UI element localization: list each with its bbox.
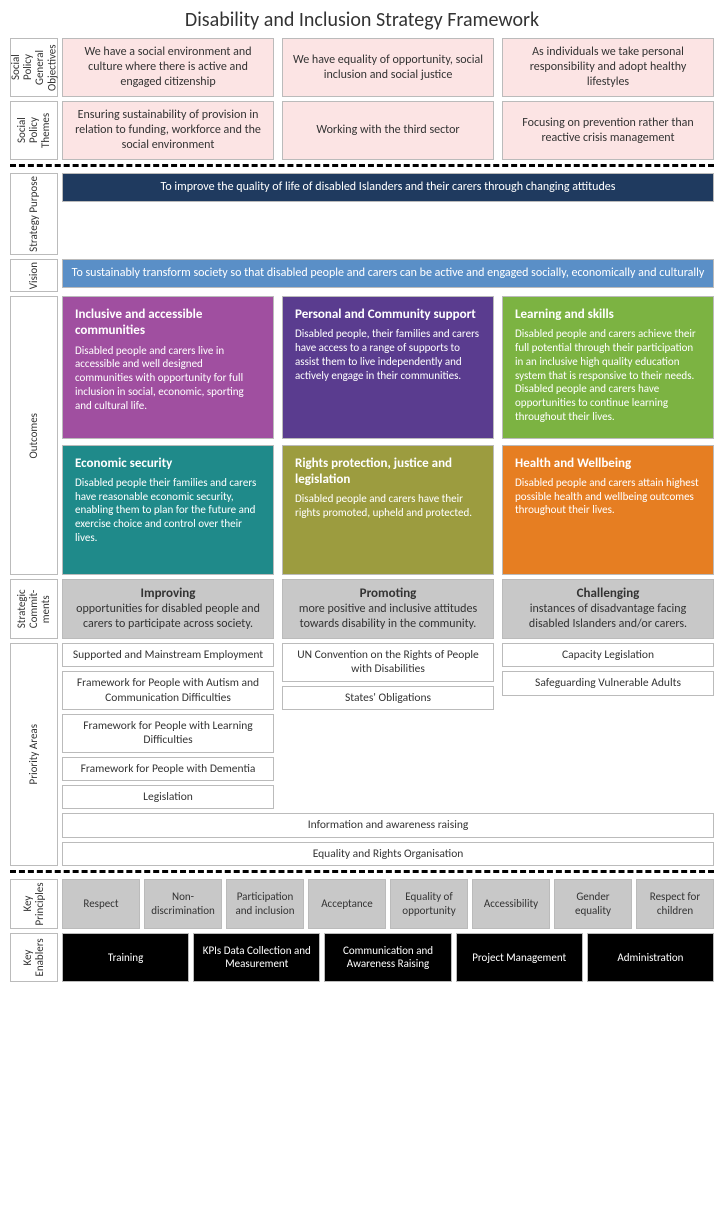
label-commitments: Strategic Commit-ments bbox=[10, 579, 58, 639]
pa-1-0: Supported and Mainstream Employment bbox=[62, 643, 274, 667]
label-vision: Vision bbox=[10, 259, 58, 292]
label-objectives: Social Policy General Objectives bbox=[10, 38, 58, 97]
objective-1: We have a social environment and culture… bbox=[62, 38, 274, 97]
ke-0: Training bbox=[62, 933, 189, 983]
pa-1-3: Framework for People with Dementia bbox=[62, 757, 274, 781]
label-enablers: Key Enablers bbox=[10, 933, 58, 983]
kp-5: Accessibility bbox=[472, 879, 550, 929]
divider-2 bbox=[10, 870, 714, 873]
outcome-2: Personal and Community supportDisabled p… bbox=[282, 296, 494, 439]
theme-3: Focusing on prevention rather than react… bbox=[502, 101, 714, 160]
commit-2: Promotingmore positive and inclusive att… bbox=[282, 579, 494, 639]
row-outcomes: Outcomes Inclusive and accessible commun… bbox=[10, 296, 714, 575]
kp-2: Participation and inclusion bbox=[226, 879, 304, 929]
kp-6: Gender equality bbox=[554, 879, 632, 929]
row-objectives: Social Policy General Objectives We have… bbox=[10, 38, 714, 97]
row-commitments: Strategic Commit-ments Improvingopportun… bbox=[10, 579, 714, 639]
outcome-3: Learning and skillsDisabled people and c… bbox=[502, 296, 714, 439]
ke-3: Project Management bbox=[456, 933, 583, 983]
row-principles: Key Principles Respect Non-discriminatio… bbox=[10, 879, 714, 929]
priority-col-1: Supported and Mainstream Employment Fram… bbox=[62, 643, 274, 810]
label-priority: Priority Areas bbox=[10, 643, 58, 866]
pa-3-1: Safeguarding Vulnerable Adults bbox=[502, 671, 714, 695]
ke-2: Communication and Awareness Raising bbox=[324, 933, 451, 983]
row-themes: Social Policy Themes Ensuring sustainabi… bbox=[10, 101, 714, 160]
pa-2-0: UN Convention on the Rights of People wi… bbox=[282, 643, 494, 682]
commit-3: Challenginginstances of disadvantage fac… bbox=[502, 579, 714, 639]
ke-4: Administration bbox=[587, 933, 714, 983]
pa-1-2: Framework for People with Learning Diffi… bbox=[62, 714, 274, 753]
ke-1: KPIs Data Collection and Measurement bbox=[193, 933, 320, 983]
row-enablers: Key Enablers Training KPIs Data Collecti… bbox=[10, 933, 714, 983]
label-outcomes: Outcomes bbox=[10, 296, 58, 575]
objective-2: We have equality of opportunity, social … bbox=[282, 38, 494, 97]
row-purpose: Strategy Purpose To improve the quality … bbox=[10, 173, 714, 255]
kp-4: Equality of opportunity bbox=[390, 879, 468, 929]
theme-1: Ensuring sustainability of provision in … bbox=[62, 101, 274, 160]
outcome-5: Rights protection, justice and legislati… bbox=[282, 445, 494, 575]
pa-full-0: Information and awareness raising bbox=[62, 813, 714, 837]
kp-7: Respect for children bbox=[636, 879, 714, 929]
kp-1: Non-discrimination bbox=[144, 879, 222, 929]
pa-2-1: States' Obligations bbox=[282, 686, 494, 710]
outcome-6: Health and WellbeingDisabled people and … bbox=[502, 445, 714, 575]
pa-1-1: Framework for People with Autism and Com… bbox=[62, 671, 274, 710]
pa-1-4: Legislation bbox=[62, 785, 274, 809]
priority-col-3: Capacity Legislation Safeguarding Vulner… bbox=[502, 643, 714, 810]
divider-1 bbox=[10, 164, 714, 167]
outcome-4: Economic securityDisabled people their f… bbox=[62, 445, 274, 575]
label-themes: Social Policy Themes bbox=[10, 101, 58, 160]
outcome-1: Inclusive and accessible communitiesDisa… bbox=[62, 296, 274, 439]
theme-2: Working with the third sector bbox=[282, 101, 494, 160]
commit-1: Improvingopportunities for disabled peop… bbox=[62, 579, 274, 639]
page-title: Disability and Inclusion Strategy Framew… bbox=[10, 8, 714, 32]
kp-3: Acceptance bbox=[308, 879, 386, 929]
row-vision: Vision To sustainably transform society … bbox=[10, 259, 714, 292]
kp-0: Respect bbox=[62, 879, 140, 929]
purpose-text: To improve the quality of life of disabl… bbox=[62, 173, 714, 202]
label-principles: Key Principles bbox=[10, 879, 58, 929]
objective-3: As individuals we take personal responsi… bbox=[502, 38, 714, 97]
pa-full-1: Equality and Rights Organisation bbox=[62, 842, 714, 866]
vision-text: To sustainably transform society so that… bbox=[62, 259, 714, 288]
row-priority: Priority Areas Supported and Mainstream … bbox=[10, 643, 714, 866]
priority-col-2: UN Convention on the Rights of People wi… bbox=[282, 643, 494, 810]
pa-3-0: Capacity Legislation bbox=[502, 643, 714, 667]
label-purpose: Strategy Purpose bbox=[10, 173, 58, 255]
